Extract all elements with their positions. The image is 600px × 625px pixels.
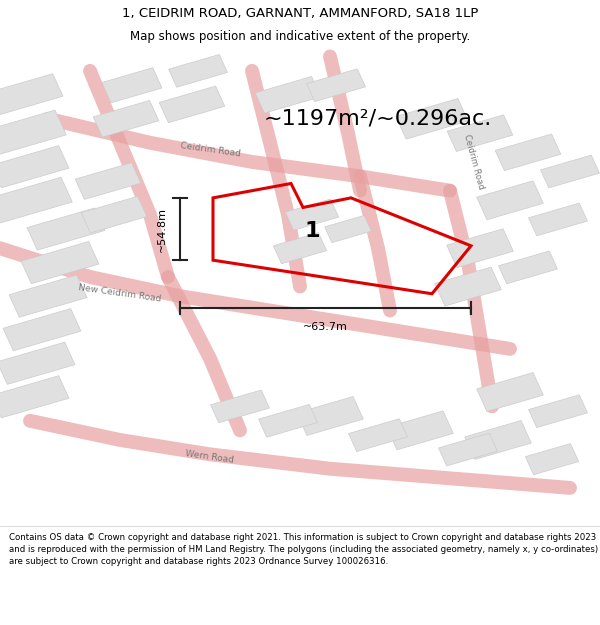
Text: ~63.7m: ~63.7m [303,321,348,331]
Polygon shape [447,115,513,151]
Polygon shape [386,411,454,450]
Polygon shape [9,275,87,318]
Text: Map shows position and indicative extent of the property.: Map shows position and indicative extent… [130,30,470,43]
Polygon shape [396,99,468,139]
Text: 1: 1 [304,221,320,241]
Polygon shape [169,54,227,88]
Polygon shape [499,251,557,284]
Polygon shape [325,216,371,242]
Polygon shape [476,181,544,220]
Polygon shape [286,199,338,230]
Text: Ceidrim Road: Ceidrim Road [463,133,485,191]
Polygon shape [0,376,69,418]
Polygon shape [259,404,317,437]
Polygon shape [21,241,99,284]
Polygon shape [307,69,365,102]
Polygon shape [0,342,75,384]
Polygon shape [0,74,63,116]
Polygon shape [495,134,561,171]
Text: ~1197m²/~0.296ac.: ~1197m²/~0.296ac. [264,109,492,129]
Polygon shape [464,421,532,459]
Polygon shape [159,86,225,123]
Text: Wern Road: Wern Road [185,449,235,464]
Polygon shape [541,155,599,188]
Polygon shape [349,419,407,451]
Polygon shape [3,309,81,351]
Polygon shape [81,196,147,233]
Polygon shape [296,396,364,436]
Text: Ceidrim Road: Ceidrim Road [179,141,241,159]
Polygon shape [526,444,578,475]
Polygon shape [0,177,72,223]
Polygon shape [0,110,66,156]
Polygon shape [439,433,497,466]
Polygon shape [255,76,321,113]
Polygon shape [476,372,544,411]
Text: ~54.8m: ~54.8m [157,206,167,251]
Polygon shape [434,267,502,306]
Polygon shape [446,229,514,268]
Polygon shape [0,146,69,188]
Polygon shape [529,395,587,428]
Polygon shape [93,101,159,137]
Polygon shape [274,232,326,264]
Polygon shape [75,162,141,199]
Polygon shape [27,208,105,250]
Polygon shape [211,390,269,422]
Text: 1, CEIDRIM ROAD, GARNANT, AMMANFORD, SA18 1LP: 1, CEIDRIM ROAD, GARNANT, AMMANFORD, SA1… [122,7,478,19]
Polygon shape [529,203,587,236]
Polygon shape [102,68,162,102]
Text: New Ceidrim Road: New Ceidrim Road [78,284,162,304]
Text: Contains OS data © Crown copyright and database right 2021. This information is : Contains OS data © Crown copyright and d… [9,533,598,566]
